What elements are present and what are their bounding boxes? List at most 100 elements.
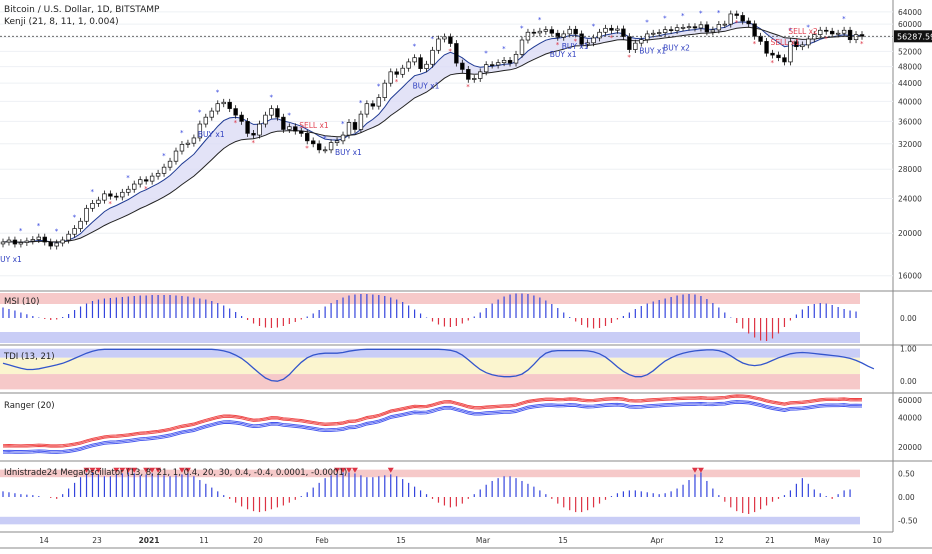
- candle: [549, 29, 555, 34]
- ranger-line: [2, 395, 863, 447]
- mega-sell-marker: [178, 467, 185, 473]
- tdi-tick-label: 0.00: [900, 377, 917, 386]
- ranger-tick-label: 60000: [898, 396, 922, 405]
- candle: [197, 123, 203, 139]
- time-axis[interactable]: 14 23 2021 11 20 Feb 15 Mar 15 Apr 12 21 May 10: [39, 536, 882, 545]
- candle: [603, 27, 608, 33]
- candle: [418, 57, 423, 69]
- price-tick-label: 28000: [898, 165, 922, 174]
- ranger-tick-label: 40000: [898, 413, 922, 422]
- signal-annotation: BUY x1: [413, 81, 440, 90]
- grid-lines: [0, 11, 893, 277]
- candle: [716, 24, 722, 31]
- candle: [513, 53, 519, 64]
- candle: [316, 143, 322, 151]
- mega-sell-marker: [83, 467, 90, 473]
- mega-sell-marker: [119, 467, 126, 473]
- price-pane[interactable]: * * * * * * * * * * * * * * * * * * * * * * * * * * * * * * * * * * * * * * * *…: [0, 9, 893, 264]
- tdi-pane[interactable]: [0, 348, 875, 390]
- candle: [126, 188, 131, 193]
- time-tick-label: Apr: [651, 536, 665, 545]
- candle: [305, 133, 310, 142]
- candle: [818, 29, 823, 35]
- candle: [841, 29, 847, 34]
- candle: [12, 239, 18, 245]
- signal-star: *: [824, 35, 828, 43]
- candle: [400, 67, 405, 75]
- signal-star: *: [305, 145, 309, 153]
- signal-star: *: [627, 53, 631, 61]
- candle: [269, 108, 274, 116]
- candle: [722, 23, 727, 26]
- msi-pane[interactable]: [0, 293, 860, 343]
- candle: [394, 71, 399, 75]
- candle: [90, 203, 95, 209]
- candle: [310, 140, 316, 145]
- time-tick-label: 21: [765, 536, 775, 545]
- candle: [567, 28, 572, 35]
- candle: [740, 15, 745, 22]
- candle: [537, 30, 543, 34]
- candle: [281, 116, 286, 130]
- time-tick-label: 23: [92, 536, 102, 545]
- candle: [531, 31, 537, 34]
- candle: [686, 26, 692, 29]
- candle: [806, 38, 811, 46]
- right-price-axis[interactable]: 6400060000560005200048000440004000036000…: [898, 8, 922, 526]
- mega-sell-marker: [149, 467, 156, 473]
- candle: [412, 57, 417, 63]
- candle: [352, 122, 358, 130]
- signal-star: *: [234, 119, 238, 127]
- candle: [215, 103, 220, 112]
- signal-star: *: [37, 222, 41, 230]
- mega-sell-marker: [113, 467, 120, 473]
- ranger-line: [2, 401, 863, 453]
- kenji-indicator-title: Kenji (21, 8, 11, 1, 0.004): [4, 17, 119, 27]
- time-tick-label: 20: [253, 536, 263, 545]
- time-tick-label: 15: [396, 536, 406, 545]
- signal-star: *: [860, 40, 864, 48]
- mega-sell-marker: [155, 467, 162, 473]
- candle: [824, 29, 829, 32]
- candle: [847, 29, 853, 41]
- candle: [734, 13, 739, 16]
- candle: [829, 30, 835, 35]
- last-price-label: 56287.59: [897, 32, 932, 41]
- signal-star: *: [609, 34, 613, 42]
- candle: [0, 241, 6, 245]
- signal-star: *: [681, 12, 685, 20]
- candle: [710, 29, 716, 33]
- signal-star: *: [645, 19, 649, 27]
- time-tick-label: 15: [558, 536, 568, 545]
- candle: [114, 195, 119, 198]
- candle: [364, 103, 370, 115]
- candle: [406, 61, 411, 69]
- ranger-title: Ranger (20): [4, 401, 55, 411]
- signal-annotation: SELL x1: [770, 38, 800, 47]
- candle: [812, 34, 817, 40]
- signal-star: *: [90, 188, 94, 196]
- mega-sell-marker: [340, 467, 347, 473]
- price-tick-label: 44000: [898, 79, 922, 88]
- signal-star: *: [126, 174, 130, 182]
- candle: [639, 39, 644, 44]
- candle: [782, 57, 787, 63]
- candle: [48, 241, 53, 247]
- ranger-pane[interactable]: [2, 394, 863, 454]
- candle: [263, 114, 268, 125]
- candle: [173, 150, 179, 162]
- candle: [334, 140, 340, 143]
- candle: [579, 33, 584, 45]
- mega-sell-marker: [387, 467, 394, 473]
- candle: [436, 38, 441, 51]
- mega-pane[interactable]: [0, 467, 860, 525]
- tdi-lower-zone: [0, 374, 860, 390]
- price-tick-label: 48000: [898, 63, 922, 72]
- candle: [102, 193, 107, 201]
- candle: [478, 71, 483, 79]
- candle: [728, 13, 733, 25]
